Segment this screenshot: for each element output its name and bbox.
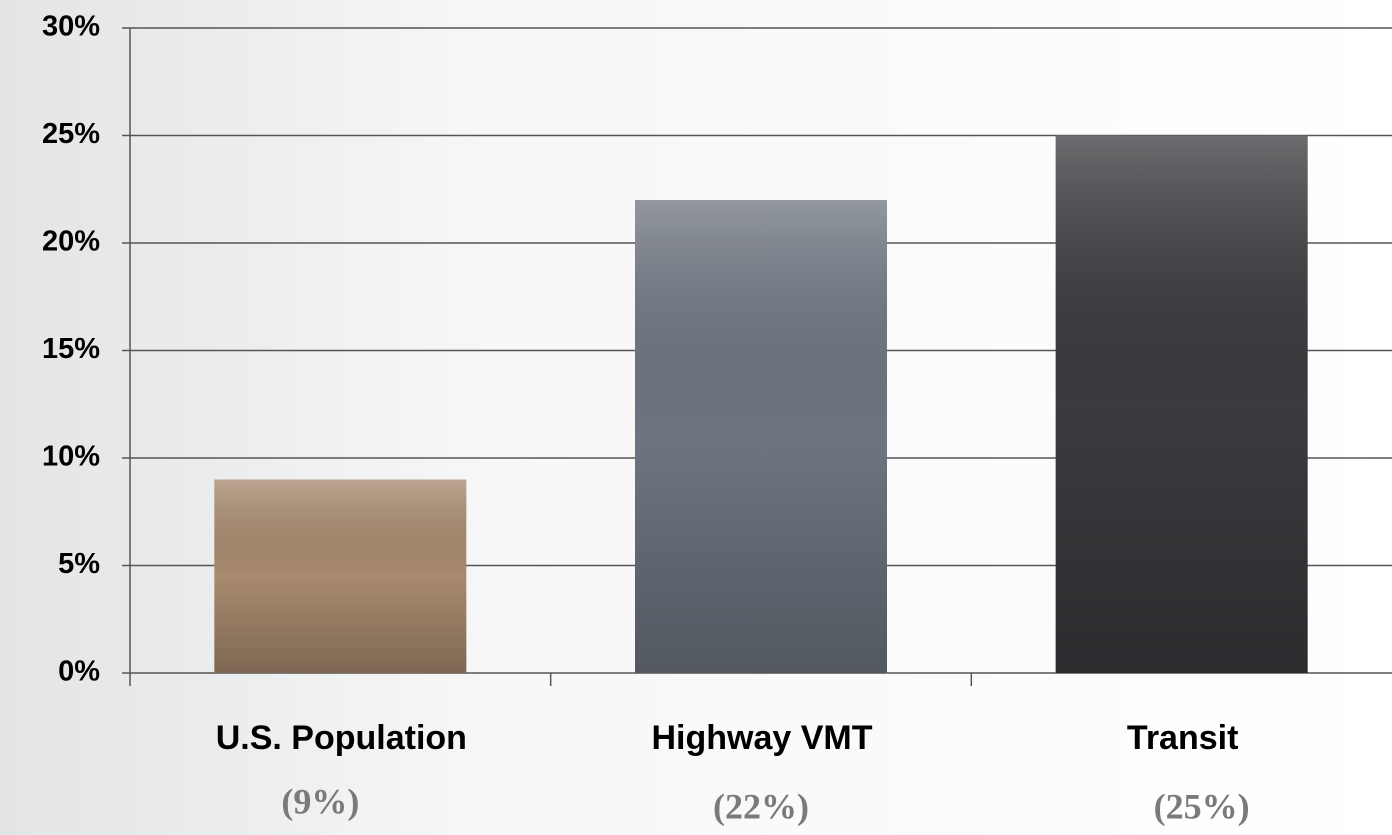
value-label: (25%) — [1154, 786, 1250, 826]
y-tick-label: 30% — [42, 11, 100, 43]
bar-shade — [635, 200, 887, 673]
y-tick-label: 15% — [42, 333, 100, 365]
x-tick-label: U.S. Population — [216, 719, 467, 757]
bar-shade — [214, 480, 466, 674]
x-tick-label: Highway VMT — [651, 719, 872, 757]
page: {"chart_data": {"type": "bar", "categori… — [0, 0, 1392, 835]
y-tick-label: 20% — [42, 226, 100, 258]
y-tick-label: 10% — [42, 441, 100, 473]
y-tick-label: 0% — [58, 656, 100, 688]
y-tick-label: 25% — [42, 118, 100, 150]
x-tick-label: Transit — [1127, 719, 1238, 757]
value-label: (22%) — [713, 786, 809, 826]
y-tick-label: 5% — [58, 548, 100, 580]
chart: 0% 5% 10% 15% 20% 25% 30% U.S. Population (9%) Hi… — [0, 0, 1392, 835]
value-label: (9%) — [281, 781, 359, 821]
bar-shade — [1056, 136, 1308, 674]
